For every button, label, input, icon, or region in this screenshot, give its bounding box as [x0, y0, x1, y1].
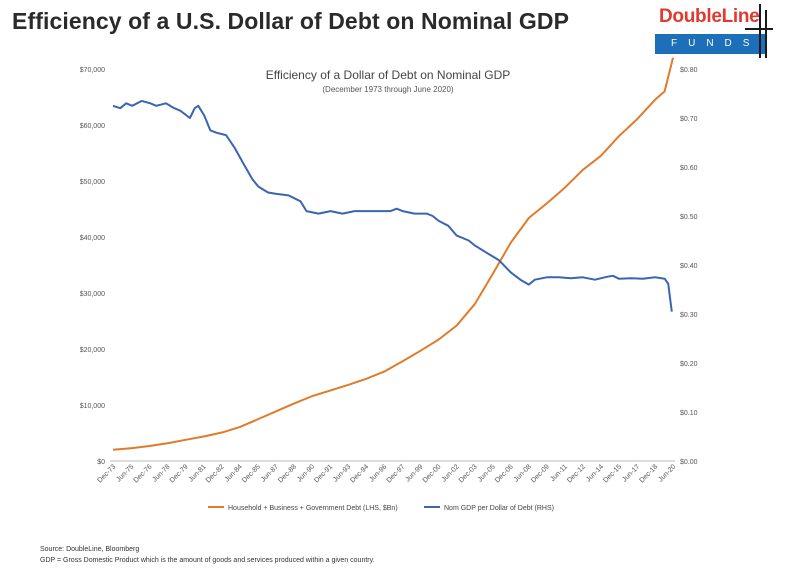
page-title: Efficiency of a U.S. Dollar of Debt on N… — [12, 8, 570, 34]
x-axis-tick-label: Dec-06 — [494, 463, 515, 484]
left-axis-tick-label: $0 — [97, 459, 105, 466]
x-axis-tick-label: Jun-20 — [657, 463, 677, 483]
legend-label-gdp: Nom GDP per Dollar of Debt (RHS) — [444, 505, 554, 512]
right-axis-tick-label: $0.00 — [680, 459, 698, 466]
right-axis-tick-label: $0.30 — [680, 312, 698, 319]
right-axis-tick-label: $0.10 — [680, 410, 698, 417]
debt-series-line — [112, 57, 674, 451]
x-axis-tick-label: Dec-88 — [277, 463, 298, 484]
logo-cross-vertical-2 — [765, 10, 767, 58]
gdp-definition-note: GDP = Gross Domestic Product which is th… — [40, 557, 375, 564]
left-axis-tick-label: $60,000 — [80, 123, 105, 130]
chart-title: Efficiency of a Dollar of Debt on Nomina… — [266, 68, 511, 82]
left-axis-tick-label: $50,000 — [80, 179, 105, 186]
left-axis-tick-label: $20,000 — [80, 347, 105, 354]
right-axis-tick-label: $0.20 — [680, 361, 698, 368]
right-axis-tick-label: $0.80 — [680, 67, 698, 74]
x-axis-tick-label: Dec-76 — [133, 463, 154, 484]
footnotes: Source: DoubleLine, Bloomberg GDP = Gros… — [40, 544, 375, 566]
left-axis-tick-label: $30,000 — [80, 291, 105, 298]
right-axis-tick-label: $0.60 — [680, 165, 698, 172]
left-axis-tick-label: $40,000 — [80, 235, 105, 242]
left-axis-tick-label: $70,000 — [80, 67, 105, 74]
left-axis-tick-label: $10,000 — [80, 403, 105, 410]
x-axis-tick-label: Dec-91 — [313, 463, 334, 484]
x-axis-tick-label: Dec-00 — [422, 463, 443, 484]
logo-cross-horizontal — [745, 28, 773, 30]
logo-cross-vertical — [759, 4, 761, 58]
logo-funds-bar: FUNDS — [655, 34, 767, 54]
logo-wordmark: DoubleLine — [659, 6, 760, 27]
doubleline-logo: DoubleLine FUNDS — [655, 4, 773, 58]
x-axis-tick-label: Dec-15 — [602, 463, 623, 484]
x-axis-tick-label: Dec-85 — [241, 463, 262, 484]
chart-subtitle: (December 1973 through June 2020) — [322, 85, 454, 94]
x-axis-tick-label: Dec-09 — [530, 463, 551, 484]
x-axis-tick-label: Dec-97 — [386, 463, 407, 484]
x-axis-tick-label: Dec-82 — [205, 463, 226, 484]
x-axis-tick-label: Dec-94 — [349, 463, 370, 484]
legend-label-debt: Household + Business + Government Debt (… — [228, 505, 398, 512]
gdp-per-debt-series-line — [112, 99, 673, 312]
x-axis-tick-label: Dec-12 — [566, 463, 587, 484]
x-axis-tick-label: Dec-73 — [96, 463, 117, 484]
x-axis-tick-label: Dec-18 — [638, 463, 659, 484]
right-axis-tick-label: $0.40 — [680, 263, 698, 270]
x-axis-tick-label: Dec-79 — [169, 463, 190, 484]
right-axis-tick-label: $0.50 — [680, 214, 698, 221]
right-axis-tick-label: $0.70 — [680, 116, 698, 123]
x-axis-tick-label: Dec-03 — [458, 463, 479, 484]
source-note: Source: DoubleLine, Bloomberg — [40, 546, 140, 553]
